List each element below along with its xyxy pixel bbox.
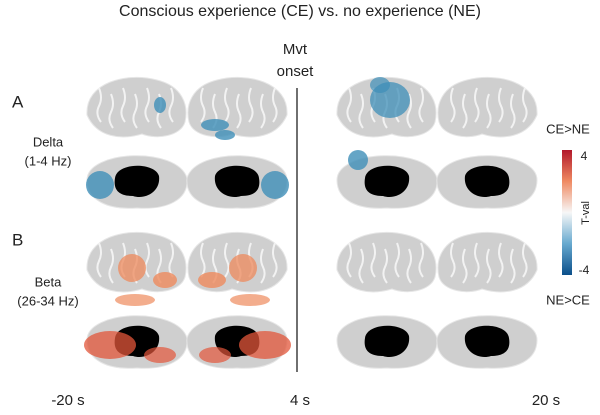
sulcus [498, 87, 504, 123]
medial-wall [464, 165, 510, 198]
sulcus [108, 93, 114, 129]
sulcus [260, 248, 266, 284]
activation [229, 254, 257, 282]
sulcus [406, 248, 412, 284]
sulcus [394, 242, 400, 278]
sulcus [450, 242, 456, 278]
activation [86, 171, 114, 199]
medial-wall [114, 165, 160, 198]
activation [198, 272, 226, 288]
sulcus [522, 87, 528, 123]
colorbar-min: -4 [579, 263, 590, 277]
activation [153, 272, 177, 288]
colorbar [562, 150, 572, 275]
activation [201, 119, 229, 131]
sulcus [358, 93, 364, 129]
time-label: -20 s [51, 392, 84, 409]
sulcus [450, 87, 456, 123]
sulcus [224, 87, 230, 123]
sulcus [272, 87, 278, 123]
sulcus [96, 242, 102, 278]
title: Conscious experience (CE) vs. no experie… [119, 3, 481, 20]
sulcus [486, 248, 492, 284]
sulcus [462, 248, 468, 284]
sulcus [260, 93, 266, 129]
sulcus [498, 242, 504, 278]
sulcus [96, 87, 102, 123]
sulcus [132, 93, 138, 129]
sulcus [474, 87, 480, 123]
panel-label: A [12, 92, 24, 111]
medial-wall [214, 165, 260, 198]
sulcus [108, 248, 114, 284]
colorbar-top-label: CE>NE [546, 121, 590, 136]
activation [370, 77, 390, 93]
sulcus [358, 248, 364, 284]
colorbar-bottom-label: NE>CE [546, 292, 590, 307]
activation [348, 150, 368, 170]
sulcus [406, 93, 412, 129]
sulcus [248, 87, 254, 123]
sulcus [144, 242, 150, 278]
sulcus [224, 242, 230, 278]
colorbar-label: T-val [580, 201, 592, 225]
medial-wall [364, 325, 410, 358]
sulcus [370, 242, 376, 278]
sulcus [120, 87, 126, 123]
sulcus [272, 242, 278, 278]
time-label: 4 s [290, 392, 310, 409]
sulcus [418, 87, 424, 123]
onset-label: onset [277, 63, 315, 80]
activation [261, 171, 289, 199]
activation [230, 294, 270, 306]
panel-label: B [12, 230, 23, 249]
colorbar-max: 4 [581, 149, 588, 163]
activation [199, 347, 231, 363]
sulcus [236, 93, 242, 129]
sulcus [168, 242, 174, 278]
sulcus [486, 93, 492, 129]
sulcus [346, 242, 352, 278]
sulcus [382, 248, 388, 284]
sulcus [510, 248, 516, 284]
sulcus [462, 93, 468, 129]
activation [118, 254, 146, 282]
band-range: (26-34 Hz) [17, 293, 78, 308]
band-label: Delta [33, 134, 64, 149]
sulcus [510, 93, 516, 129]
sulcus [200, 242, 206, 278]
activation [84, 331, 136, 359]
sulcus [522, 242, 528, 278]
activation [154, 97, 166, 113]
band-label: Beta [35, 274, 63, 289]
sulcus [474, 242, 480, 278]
band-range: (1-4 Hz) [25, 153, 72, 168]
sulcus [168, 87, 174, 123]
activation [215, 130, 235, 140]
brain-maps [84, 76, 538, 369]
activation [115, 294, 155, 306]
sulcus [144, 87, 150, 123]
activation [239, 331, 291, 359]
time-label: 20 s [532, 392, 560, 409]
medial-wall [464, 325, 510, 358]
sulcus [418, 242, 424, 278]
activation [144, 347, 176, 363]
sulcus [200, 87, 206, 123]
sulcus [346, 87, 352, 123]
onset-label: Mvt [283, 41, 308, 58]
medial-wall [364, 165, 410, 198]
